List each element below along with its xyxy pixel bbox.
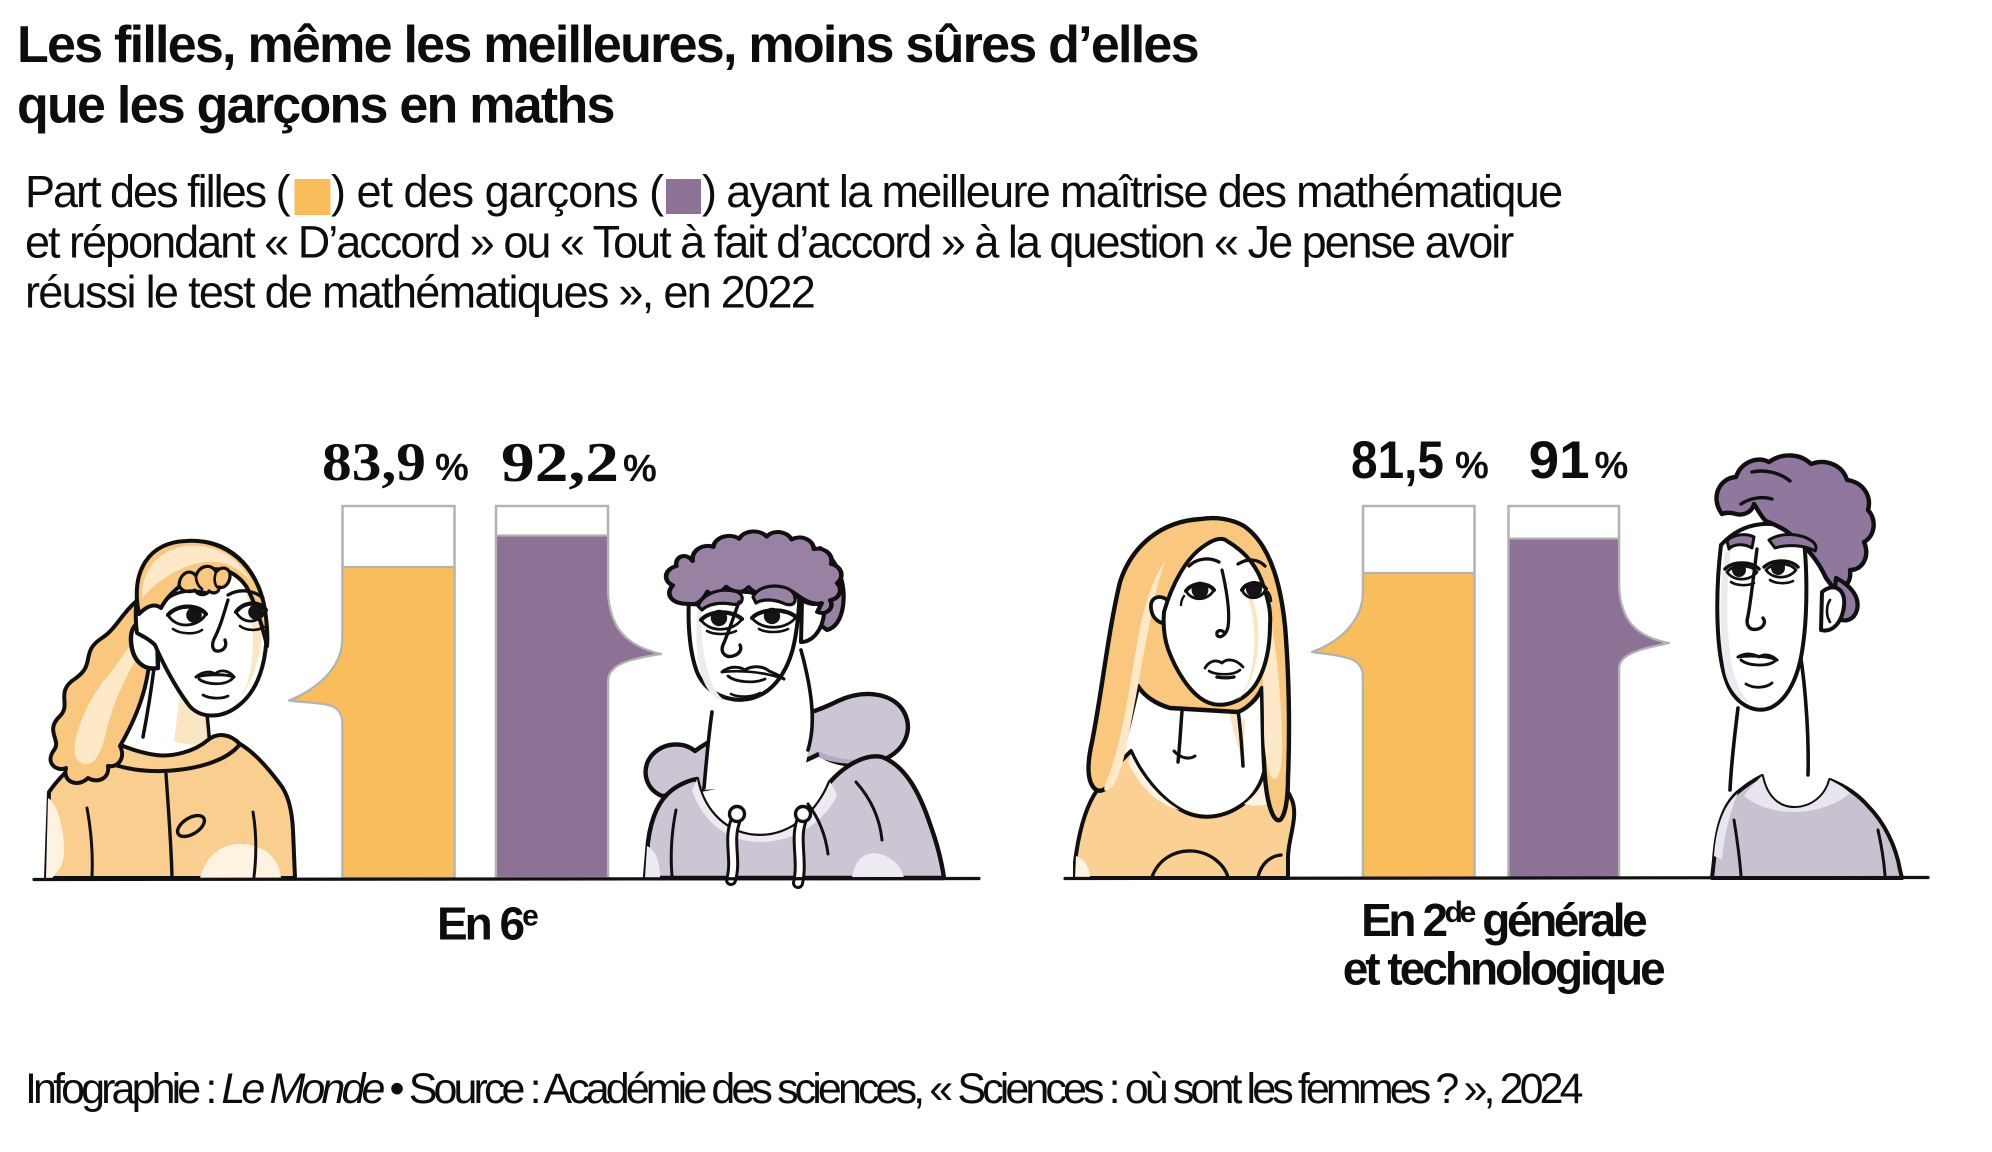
svg-text:que les garçons en maths: que les garçons en maths: [17, 76, 614, 134]
svg-text:92,2: 92,2: [501, 432, 619, 494]
svg-text:et technologique: et technologique: [1343, 942, 1665, 994]
svg-text:83,9: 83,9: [322, 432, 426, 492]
svg-text:) et des garçons (: ) et des garçons (: [331, 166, 664, 217]
svg-text:91: 91: [1529, 431, 1590, 490]
svg-text:réussi le test de mathématique: réussi le test de mathématiques », en 20…: [25, 266, 814, 317]
svg-text:Les filles, même les meilleure: Les filles, même les meilleures, moins s…: [17, 16, 1198, 74]
svg-text:et répondant « D’accord » ou: et répondant « D’accord » ou « Tout à fa…: [25, 217, 1514, 268]
svg-text:En 2de générale: En 2de générale: [1361, 894, 1647, 946]
svg-text:%: %: [1455, 445, 1489, 487]
svg-text:) ayant la meilleure maîtrise: ) ayant la meilleure maîtrise des mathém…: [702, 166, 1562, 217]
svg-text:%: %: [435, 447, 469, 489]
svg-text:Part des filles (: Part des filles (: [25, 166, 291, 217]
svg-text:%: %: [623, 448, 657, 490]
svg-text:Infographie : Le Monde • Sourc: Infographie : Le Monde • Source : Académ…: [25, 1065, 1583, 1113]
svg-text:%: %: [1595, 445, 1629, 487]
svg-text:81,5: 81,5: [1351, 431, 1444, 490]
